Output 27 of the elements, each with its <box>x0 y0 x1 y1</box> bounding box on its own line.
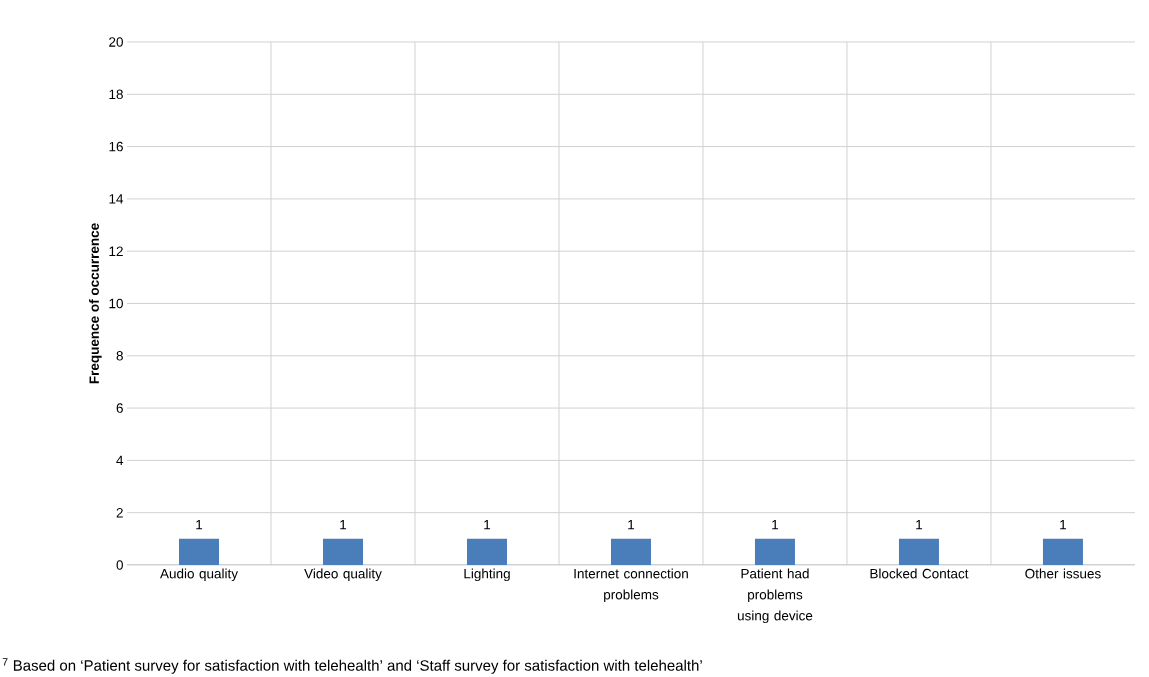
x-tick-label: Audio quality <box>160 568 238 582</box>
y-tick-label: 2 <box>116 507 123 518</box>
data-label: 1 <box>1060 520 1067 530</box>
y-tick-label: 10 <box>109 298 123 309</box>
x-tick-label: Internet connection problems <box>574 568 688 603</box>
text: $^{7}$ Based on ‘Patient survey for satisfaction with telehealth’ and ‘Staff survey for satisfaction with telehealth’ <box>2 658 702 674</box>
x-tick-label: Lighting <box>464 568 510 582</box>
data-label: 1 <box>772 520 779 530</box>
y-tick-label: 18 <box>109 89 123 100</box>
data-label: 1 <box>196 520 203 530</box>
data-label: 1 <box>916 520 923 530</box>
y-tick-label: 6 <box>116 403 123 413</box>
data-label: 1 <box>484 520 491 530</box>
y-tick-label: 14 <box>109 194 124 204</box>
y-tick-label: 8 <box>116 351 123 361</box>
y-tick-label: 12 <box>109 246 123 256</box>
y-tick-label: 0 <box>116 560 123 570</box>
x-tick-label: Video quality <box>304 568 382 582</box>
y-axis-title: Frequence of occurrence <box>89 223 102 384</box>
y-tick-label: 4 <box>116 455 124 466</box>
data-label: 1 <box>628 520 635 530</box>
y-tick-label: 16 <box>109 141 123 152</box>
x-tick-label: Blocked Contact <box>870 568 969 579</box>
x-tick-label: Patient had problems using device <box>737 568 813 624</box>
x-tick-label: Other issues <box>1025 568 1101 579</box>
data-label: 1 <box>340 520 347 530</box>
y-tick-label: 20 <box>109 37 123 47</box>
